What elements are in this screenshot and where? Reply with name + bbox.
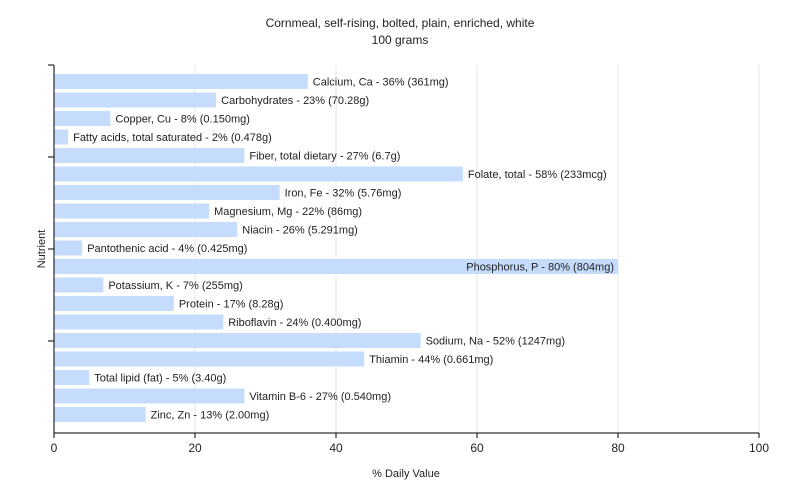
bar-label: Niacin - 26% (5.291mg) [242, 225, 358, 237]
bar-label: Fatty acids, total saturated - 2% (0.478… [73, 132, 272, 144]
x-tick-label: 60 [470, 441, 484, 455]
x-tick-label: 40 [329, 441, 343, 455]
bar [54, 92, 217, 108]
bar [54, 370, 90, 385]
bar-label: Magnesium, Mg - 22% (86mg) [214, 206, 362, 218]
bar-label: Phosphorus, P - 80% (804mg) [466, 262, 614, 274]
bar [54, 259, 618, 274]
bar-label: Copper, Cu - 8% (0.150mg) [115, 114, 250, 126]
bar-label: Fiber, total dietary - 27% (6.7g) [249, 151, 400, 163]
y-axis-label: Nutrient [36, 230, 48, 269]
x-tick-label: 0 [51, 441, 58, 455]
bar [54, 185, 280, 200]
bar [54, 166, 463, 182]
bar [54, 407, 146, 422]
bar-label: Potassium, K - 7% (255mg) [108, 280, 243, 292]
chart-title: Cornmeal, self-rising, bolted, plain, en… [266, 16, 535, 30]
bar [54, 240, 83, 256]
bar-label: Folate, total - 58% (233mcg) [468, 169, 607, 181]
chart-subtitle: 100 grams [372, 33, 429, 47]
bar [54, 351, 365, 367]
bars: Calcium, Ca - 36% (361mg) Carbohydrates -… [54, 74, 618, 422]
bar [54, 129, 69, 145]
x-tick-label: 100 [749, 441, 769, 455]
x-axis-label: % Daily Value [372, 468, 440, 480]
bar [54, 333, 421, 348]
bar [54, 111, 111, 126]
gridlines [194, 65, 760, 433]
bar-label: Riboflavin - 24% (0.400mg) [228, 317, 361, 329]
bar [54, 74, 308, 89]
bar-label: Total lipid (fat) - 5% (3.40g) [94, 373, 226, 385]
bar [54, 388, 245, 404]
bar [54, 148, 245, 163]
bar-label: Protein - 17% (8.28g) [179, 299, 284, 311]
bar-label: Pantothenic acid - 4% (0.425mg) [87, 243, 247, 255]
axes: 0 20 40 60 80 100 [48, 64, 769, 455]
bar [54, 296, 174, 311]
bar [54, 203, 210, 219]
bar-label: Zinc, Zn - 13% (2.00mg) [151, 410, 270, 422]
bar-label: Vitamin B-6 - 27% (0.540mg) [249, 391, 391, 403]
x-tick-label: 20 [188, 441, 202, 455]
bar [54, 222, 238, 237]
bar [54, 277, 104, 293]
bar-label: Thiamin - 44% (0.661mg) [369, 354, 493, 366]
bar-label: Carbohydrates - 23% (70.28g) [221, 95, 369, 107]
bar-label: Iron, Fe - 32% (5.76mg) [285, 188, 402, 200]
x-tick-label: 80 [611, 441, 625, 455]
bar-label: Calcium, Ca - 36% (361mg) [313, 77, 449, 89]
bar [54, 314, 224, 330]
bar-label: Sodium, Na - 52% (1247mg) [426, 336, 565, 348]
